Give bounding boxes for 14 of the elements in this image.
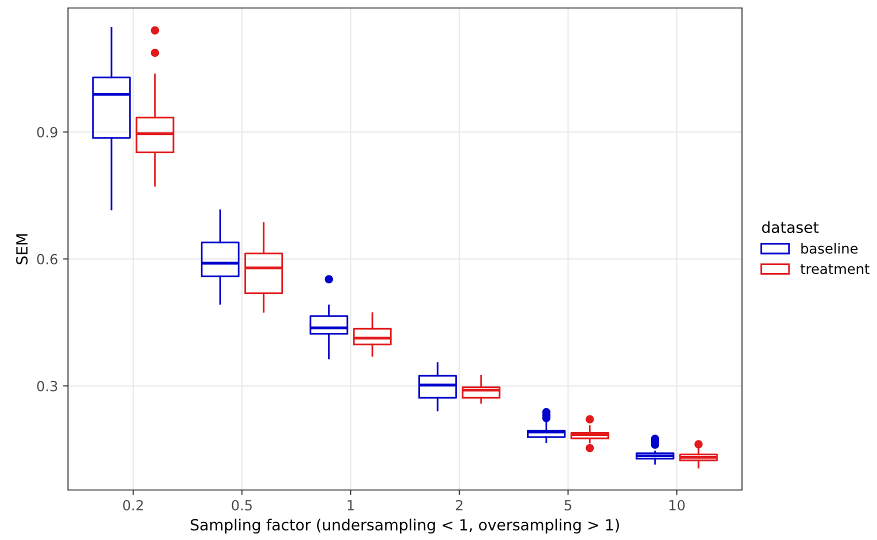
x-tick-label: 1 bbox=[348, 500, 354, 510]
x-tick-label: 5 bbox=[564, 500, 572, 510]
legend-title: dataset bbox=[762, 221, 819, 234]
x-axis-title: Sampling factor (undersampling < 1, oversampling > 1) bbox=[190, 518, 619, 534]
y-tick-label: 0.9 bbox=[37, 126, 58, 138]
legend-label: baseline bbox=[801, 242, 858, 254]
x-tick-label: 0.5 bbox=[232, 500, 252, 510]
y-tick-label: 0.3 bbox=[37, 380, 58, 392]
legend-label: treatment bbox=[800, 264, 870, 274]
x-tick-label: 0.2 bbox=[123, 500, 143, 510]
y-tick-label: 0.6 bbox=[37, 254, 58, 264]
x-tick-label: 10 bbox=[669, 500, 685, 510]
y-axis-title: SEM bbox=[16, 234, 28, 264]
x-tick-label: 2 bbox=[456, 500, 462, 510]
